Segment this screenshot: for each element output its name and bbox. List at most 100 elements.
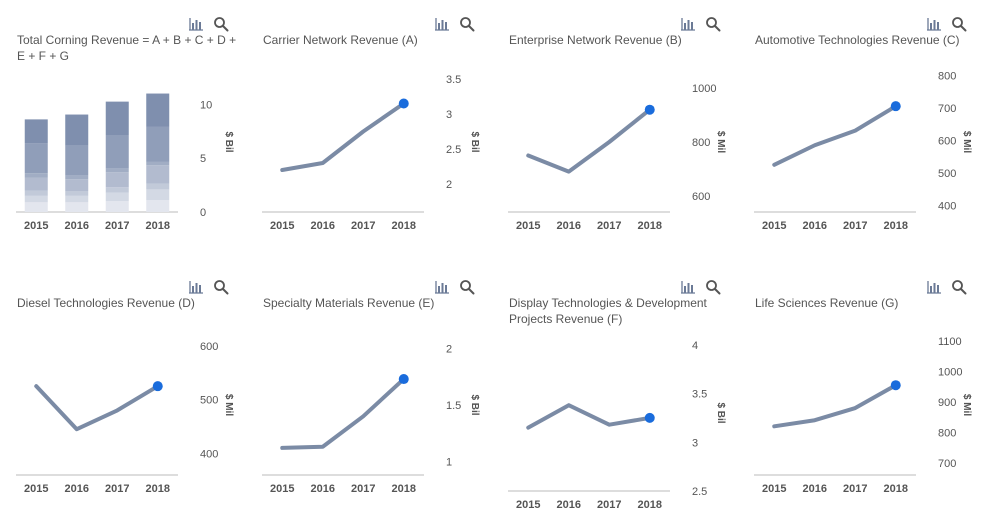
search-icon[interactable] — [459, 279, 475, 295]
x-tick-label: 2016 — [311, 220, 335, 232]
stacked-bar-segment[interactable] — [146, 200, 170, 212]
bar-chart-icon[interactable] — [680, 16, 696, 32]
series-line — [772, 383, 898, 429]
stacked-bar-segment[interactable] — [105, 101, 129, 135]
y-axis-label: $ Mil — [961, 131, 972, 153]
bar-chart-icon[interactable] — [434, 279, 450, 295]
stacked-bar-segment[interactable] — [146, 126, 170, 162]
chart-panel: Diesel Technologies Revenue (D) 400 500 600… — [0, 263, 245, 521]
stacked-bar-segment[interactable] — [105, 187, 129, 193]
stacked-bar-segment[interactable] — [24, 143, 48, 174]
x-tick-label: 2015 — [516, 499, 540, 511]
series-line — [280, 101, 406, 172]
y-tick-label: 800 — [692, 137, 710, 149]
chart-panel: Carrier Network Revenue (A) 2 2.5 3 3.5 $ Bil… — [246, 0, 491, 258]
stacked-bar-segment[interactable] — [105, 168, 129, 173]
search-icon[interactable] — [951, 16, 967, 32]
chart-title: Diesel Technologies Revenue (D) — [17, 296, 195, 310]
chart-title: Carrier Network Revenue (A) — [263, 33, 418, 47]
stacked-bar-segment[interactable] — [105, 172, 129, 188]
search-icon[interactable] — [213, 16, 229, 32]
last-data-point[interactable] — [644, 104, 655, 115]
last-data-point[interactable] — [890, 380, 901, 391]
x-tick-label: 2018 — [146, 483, 170, 495]
y-tick-label: 600 — [938, 135, 956, 147]
last-data-point[interactable] — [398, 98, 409, 109]
search-icon[interactable] — [705, 16, 721, 32]
stacked-bar-segment[interactable] — [65, 202, 89, 212]
chart-toolbar — [680, 16, 721, 32]
stacked-bar-segment[interactable] — [65, 195, 89, 203]
last-data-point[interactable] — [398, 374, 409, 385]
stacked-bar-segment[interactable] — [65, 114, 89, 146]
y-tick-label: 10 — [200, 99, 212, 111]
chart-svg: 0 5 10 $ Bil 2015 2016 2017 2018 — [16, 93, 234, 232]
stacked-bar-segment[interactable] — [146, 183, 170, 190]
stacked-bar-segment[interactable] — [146, 165, 170, 184]
y-tick-label: 800 — [938, 427, 956, 439]
y-tick-label: 5 — [200, 153, 206, 165]
stacked-bar-segment[interactable] — [24, 173, 48, 178]
last-data-point[interactable] — [644, 412, 655, 423]
chart-svg: 700 800 900 1000 1100 $ Mil 2015 2016 2017 2018 — [754, 336, 972, 495]
y-tick-label: 600 — [200, 341, 218, 353]
stacked-bar-segment[interactable] — [105, 135, 129, 169]
chart-toolbar — [926, 16, 967, 32]
search-icon[interactable] — [705, 279, 721, 295]
bar-chart-icon[interactable] — [188, 279, 204, 295]
last-data-point[interactable] — [890, 101, 901, 112]
y-tick-label: 3.5 — [446, 74, 461, 86]
bar-chart-icon[interactable] — [680, 279, 696, 295]
search-icon[interactable] — [459, 16, 475, 32]
stacked-bar-segment[interactable] — [24, 190, 48, 196]
y-tick-label: 700 — [938, 458, 956, 470]
stacked-bar-segment[interactable] — [146, 189, 170, 201]
chart-svg: 2.5 3 3.5 4 $ Bil 2015 2016 2017 2018 — [508, 340, 726, 511]
chart-title: Automotive Technologies Revenue (C) — [755, 33, 960, 47]
x-tick-label: 2016 — [557, 499, 581, 511]
y-axis-label: $ Bil — [469, 394, 480, 415]
chart-svg: 600 800 1000 $ Mil 2015 2016 2017 2018 — [508, 83, 726, 232]
x-tick-label: 2018 — [884, 483, 908, 495]
y-tick-label: 400 — [200, 448, 218, 460]
search-icon[interactable] — [213, 279, 229, 295]
series-line — [280, 377, 406, 450]
x-tick-label: 2016 — [803, 483, 827, 495]
y-tick-label: 4 — [692, 340, 698, 352]
stacked-bar-segment[interactable] — [24, 195, 48, 203]
search-icon[interactable] — [951, 279, 967, 295]
x-tick-label: 2016 — [557, 220, 581, 232]
bar-chart-icon[interactable] — [926, 16, 942, 32]
x-tick-label: 2015 — [24, 483, 48, 495]
stacked-bar-segment[interactable] — [105, 192, 129, 202]
x-tick-label: 2016 — [803, 220, 827, 232]
chart-panel: Display Technologies & Development Proje… — [492, 263, 737, 521]
bar-chart-icon[interactable] — [434, 16, 450, 32]
stacked-bar-segment[interactable] — [65, 179, 89, 191]
chart-svg: 2 2.5 3 3.5 $ Bil 2015 2016 2017 2018 — [262, 74, 480, 232]
chart-toolbar — [434, 279, 475, 295]
stacked-bar-segment[interactable] — [24, 119, 48, 144]
stacked-bar-segment[interactable] — [65, 175, 89, 180]
x-tick-label: 2017 — [105, 483, 129, 495]
x-tick-label: 2018 — [146, 220, 170, 232]
y-axis-label: $ Mil — [715, 131, 726, 153]
stacked-bar-segment[interactable] — [65, 191, 89, 196]
stacked-bar-segment[interactable] — [146, 93, 170, 127]
last-data-point[interactable] — [152, 381, 163, 392]
x-tick-label: 2017 — [351, 220, 375, 232]
y-tick-label: 500 — [938, 168, 956, 180]
bar-chart-icon[interactable] — [926, 279, 942, 295]
bar-chart-icon[interactable] — [188, 16, 204, 32]
x-tick-label: 2015 — [270, 483, 294, 495]
chart-toolbar — [188, 16, 229, 32]
series-line — [34, 384, 160, 432]
series-line — [526, 403, 652, 430]
stacked-bar-segment[interactable] — [65, 145, 89, 176]
stacked-bar-segment[interactable] — [24, 202, 48, 212]
stacked-bar-segment[interactable] — [24, 177, 48, 191]
stacked-bar-segment[interactable] — [105, 201, 129, 212]
y-axis-label: $ Bil — [469, 131, 480, 152]
stacked-bar-segment[interactable] — [146, 161, 170, 166]
y-tick-label: 600 — [692, 191, 710, 203]
